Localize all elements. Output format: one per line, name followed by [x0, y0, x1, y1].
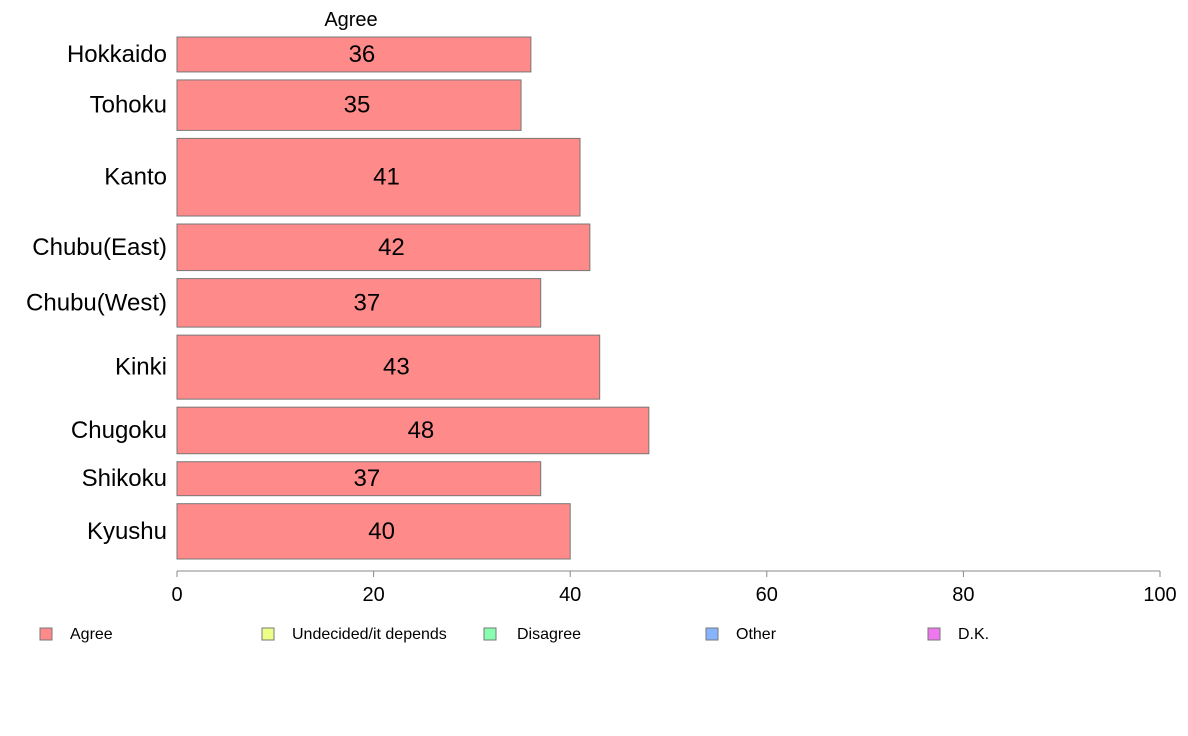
bar-value-label: 37 [354, 465, 381, 492]
bar [176, 406, 650, 455]
bar [176, 278, 542, 328]
x-tick-label: 20 [362, 584, 384, 606]
legend: Agree Undecided/it depends Disagree Other D.… [39, 626, 989, 643]
category-label: Shikoku [82, 465, 167, 492]
legend-label: Agree [70, 626, 113, 643]
bar-value-label: 48 [408, 417, 435, 444]
bar [176, 223, 591, 272]
legend-swatch [483, 627, 497, 641]
category-label: Hokkaido [67, 41, 167, 68]
bar-value-label: 43 [383, 354, 410, 381]
x-tick-label: 0 [171, 584, 182, 606]
legend-swatch [39, 627, 53, 641]
series-heading: Agree [324, 9, 377, 31]
bar-value-label: 41 [373, 164, 400, 191]
legend-label: Other [736, 626, 777, 643]
legend-label: Undecided/it depends [292, 626, 447, 643]
bar [176, 137, 581, 217]
legend-swatch [927, 627, 941, 641]
x-tick-label: 80 [952, 584, 974, 606]
category-label: Kinki [115, 354, 167, 381]
legend-swatch [261, 627, 275, 641]
bar [176, 79, 522, 131]
bar [176, 503, 571, 560]
bar-value-label: 40 [368, 518, 395, 545]
category-label: Kyushu [87, 518, 167, 545]
x-axis: 0 20 40 60 80 100 [171, 570, 1177, 606]
legend-swatch [705, 627, 719, 641]
bar-value-label: 42 [378, 234, 405, 261]
category-label: Tohoku [90, 92, 167, 119]
bar [176, 461, 542, 497]
bar-value-label: 37 [354, 289, 381, 316]
category-label: Chugoku [71, 417, 167, 444]
bar [176, 334, 601, 400]
x-tick-label: 60 [756, 584, 778, 606]
bar-value-label: 35 [344, 92, 371, 119]
bar [176, 36, 532, 73]
x-tick-label: 100 [1143, 584, 1176, 606]
bars-group: Hokkaido 36 Tohoku 35 Kanto 41 Chubu(East) 42 Ch… [26, 36, 650, 560]
bar-value-label: 36 [349, 41, 376, 68]
x-tick-label: 40 [559, 584, 581, 606]
category-label: Chubu(East) [32, 234, 167, 261]
legend-label: D.K. [958, 626, 989, 643]
category-label: Chubu(West) [26, 289, 167, 316]
legend-label: Disagree [517, 626, 581, 643]
category-label: Kanto [104, 164, 167, 191]
